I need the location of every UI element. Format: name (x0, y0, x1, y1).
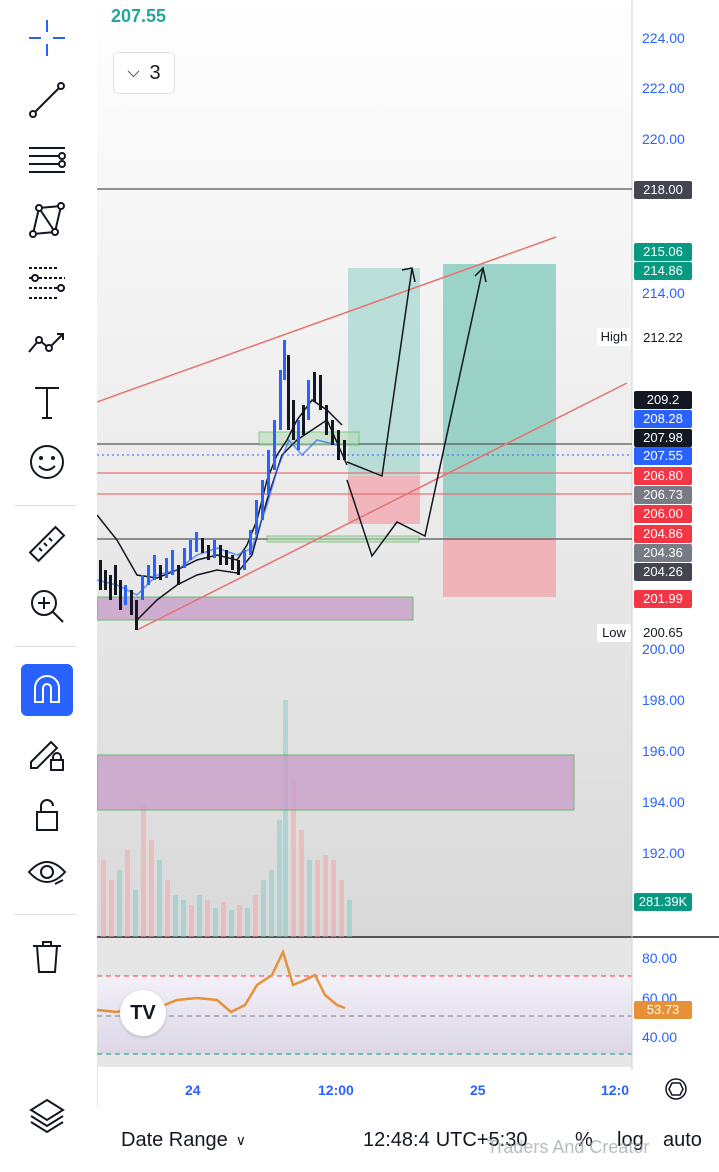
projection-path-1 (346, 267, 413, 478)
chevron-down-icon: ⌵ (127, 64, 140, 81)
price-axis-label: 220.00 (642, 131, 685, 147)
emoji-icon[interactable] (21, 436, 73, 488)
projection-path-2 (346, 267, 484, 558)
price-tag-204-36: 204.36 (634, 544, 692, 562)
zone-purple-upper (97, 596, 414, 621)
drawing-toolbar (0, 0, 98, 1172)
time-axis-label: 12:00 (318, 1082, 354, 1098)
price-axis-label: 196.00 (642, 743, 685, 759)
price-tag-207-55: 207.55 (634, 447, 692, 465)
time-axis-label: 24 (185, 1082, 201, 1098)
zoom-icon[interactable] (21, 580, 73, 632)
channel-upper-line (97, 236, 557, 403)
price-tag-209-2: 209.2 (634, 391, 692, 409)
price-axis-label: 222.00 (642, 80, 685, 96)
pattern-icon[interactable] (21, 194, 73, 246)
price-tag-207-98: 207.98 (634, 429, 692, 447)
price-tag-204-86: 204.86 (634, 525, 692, 543)
osc-current-tag: 53.73 (634, 1001, 692, 1019)
fib-icon[interactable] (21, 256, 73, 308)
lock-drawing-icon[interactable] (21, 726, 73, 778)
price-axis-label: 200.00 (642, 641, 685, 657)
tradingview-logo: TV (120, 990, 166, 1036)
chart-area[interactable]: 207.55 ⌵ 3 224.00 222.00 220.00 214.00 2… (97, 0, 719, 1107)
log-toggle[interactable]: log (617, 1129, 644, 1151)
low-label: Low (597, 624, 631, 642)
zone-purple-lower (97, 754, 575, 811)
current-price-label: 207.55 (111, 6, 167, 26)
lock-icon[interactable] (21, 788, 73, 840)
axis-settings-icon[interactable] (665, 1078, 687, 1100)
price-tag-214-86: 214.86 (634, 262, 692, 280)
price-axis-label: 192.00 (642, 845, 685, 861)
horizontal-lines-icon[interactable] (21, 134, 73, 186)
long-stop-box-2 (443, 537, 556, 597)
price-axis-label: 214.00 (642, 285, 685, 301)
price-axis-label: 194.00 (642, 794, 685, 810)
watermark-text: Traders And Creator (487, 1137, 650, 1157)
osc-label: 80.00 (642, 950, 678, 966)
price-chart-svg[interactable] (97, 0, 719, 1107)
long-target-box-2 (443, 264, 556, 537)
chevron-down-icon: ∨ (235, 1132, 246, 1148)
oscillator-band (97, 976, 632, 1054)
price-tag-201-99: 201.99 (634, 590, 692, 608)
date-range-label: Date Range (121, 1129, 228, 1151)
indicator-count: 3 (149, 61, 161, 84)
eye-icon[interactable] (21, 846, 73, 898)
price-axis-label: 224.00 (642, 30, 685, 46)
low-value: 200.65 (634, 624, 692, 642)
candlesticks (99, 340, 346, 630)
price-tag-206: 206.00 (634, 505, 692, 523)
layers-icon[interactable] (21, 1088, 73, 1140)
percent-toggle[interactable]: % (575, 1129, 593, 1151)
price-tag-208-28: 208.28 (634, 410, 692, 428)
price-tag-215-06: 215.06 (634, 243, 692, 261)
price-tag-206-73: 206.73 (634, 486, 692, 504)
text-icon[interactable] (21, 376, 73, 428)
magnet-icon[interactable] (21, 664, 73, 716)
price-tag-218: 218.00 (634, 181, 692, 199)
price-tag-204-26: 204.26 (634, 563, 692, 581)
price-tag-206-80: 206.80 (634, 467, 692, 485)
time-axis-label: 12:0 (601, 1082, 630, 1098)
date-range-button[interactable]: Date Range ∨ (121, 1129, 246, 1152)
high-value: 212.22 (634, 329, 692, 347)
auto-toggle[interactable]: auto (663, 1129, 702, 1151)
bottom-bar: Date Range ∨ 12:48:4 UTC+5:30 % log auto… (97, 1107, 719, 1172)
projection-arrow-2 (474, 266, 487, 283)
volume-tag: 281.39K (634, 893, 692, 911)
timezone-label: UTC+5:30 (435, 1129, 528, 1151)
time-axis-label: 25 (470, 1082, 486, 1098)
projection-arrow-1 (401, 267, 416, 283)
long-target-box-1 (348, 268, 420, 476)
trend-line-icon[interactable] (21, 74, 73, 126)
high-label: High (597, 328, 631, 346)
crosshair-icon[interactable] (21, 12, 73, 64)
ruler-icon[interactable] (21, 518, 73, 570)
timezone-display[interactable]: 12:48:4 UTC+5:30 (363, 1129, 527, 1152)
osc-label: 40.00 (642, 1029, 678, 1045)
collapse-indicators-button[interactable]: ⌵ 3 (113, 52, 175, 94)
clock-time: 12:48:4 (363, 1129, 430, 1151)
channel-lower-line (136, 382, 628, 631)
zone-green-lower (266, 535, 420, 543)
price-axis-label: 198.00 (642, 692, 685, 708)
volume-bars (101, 700, 352, 937)
trash-icon[interactable] (21, 930, 73, 982)
long-stop-box-1 (348, 476, 420, 524)
prediction-icon[interactable] (21, 316, 73, 368)
